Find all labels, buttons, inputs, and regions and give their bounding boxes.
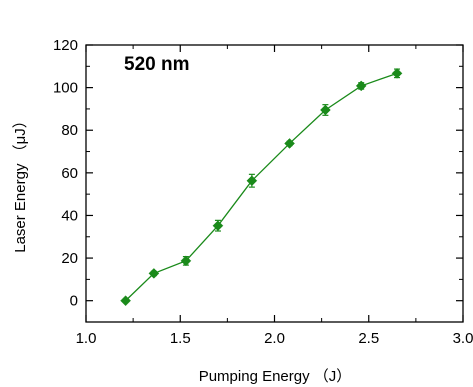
data-point-marker	[212, 220, 224, 232]
data-point-marker	[246, 175, 258, 187]
axis-ticks	[85, 44, 464, 322]
y-axis-title: Laser Energy （μJ）	[12, 113, 29, 253]
y-tick-label: 80	[61, 122, 78, 139]
data-point-marker	[355, 80, 367, 92]
x-tick-label: 2.5	[358, 330, 379, 347]
axis-tick-labels: 1.0 1.5 2.0 2.5 3.0 0 20 40 60 80 100 120	[53, 37, 473, 347]
x-tick-label: 1.0	[76, 330, 97, 347]
y-tick-label: 120	[53, 37, 78, 54]
y-tick-label: 0	[70, 293, 78, 310]
data-point-marker	[148, 268, 160, 279]
data-point-marker	[120, 295, 131, 307]
x-axis-title: Pumping Energy （J）	[199, 368, 352, 385]
y-tick-label: 100	[53, 80, 78, 97]
y-tick-label: 40	[61, 207, 78, 224]
series-line	[125, 72, 398, 302]
plot-frame	[85, 44, 464, 323]
data-point-marker	[284, 138, 295, 149]
x-tick-label: 3.0	[453, 330, 473, 347]
x-tick-label: 2.0	[264, 330, 285, 347]
data-point-marker	[320, 104, 331, 116]
series-layer	[120, 67, 403, 307]
x-tick-label: 1.5	[170, 330, 191, 347]
y-tick-label: 60	[61, 165, 78, 182]
data-point-marker	[180, 255, 192, 267]
wavelength-annotation: 520 nm	[124, 54, 189, 75]
y-tick-label: 20	[61, 250, 78, 267]
data-point-marker	[391, 67, 403, 79]
